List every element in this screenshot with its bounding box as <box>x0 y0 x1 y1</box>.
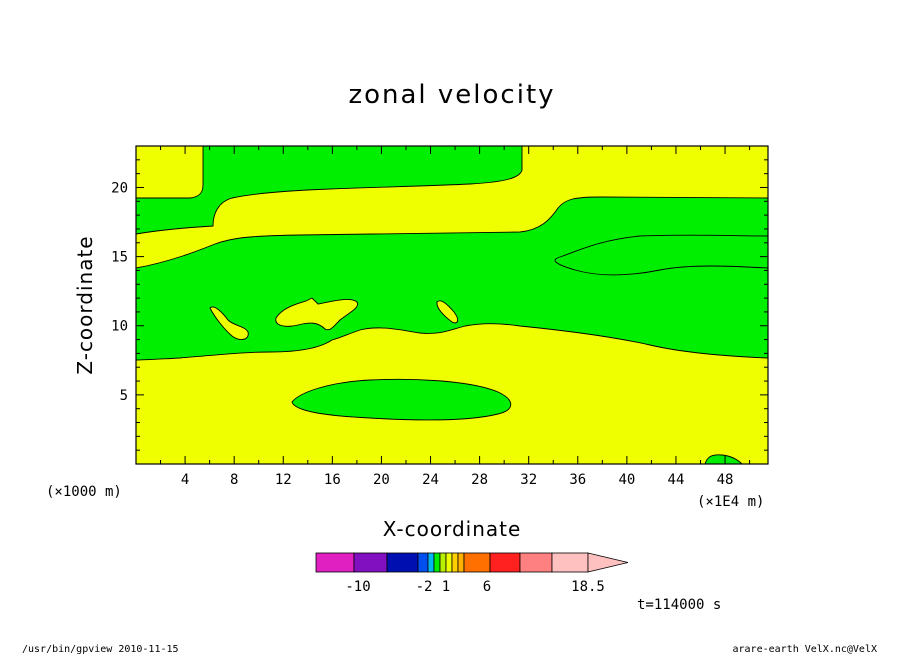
x-tick-label: 28 <box>471 472 488 488</box>
contour-line-lower-cell <box>291 378 512 421</box>
x-tick-label: 24 <box>422 472 439 488</box>
colorbar-swatch <box>315 552 355 573</box>
colorbar-swatch <box>417 552 429 573</box>
contour-line-lens <box>554 234 768 276</box>
colorbar-swatch <box>353 552 388 573</box>
contour-line-lower <box>136 323 768 361</box>
x-tick-label: 44 <box>668 472 685 488</box>
colorbar-swatch <box>445 552 453 573</box>
contour-line-top <box>136 146 523 235</box>
colorbar-labels: -10 -2 1 6 18.5 <box>345 579 605 595</box>
negative-region-lower-cell <box>292 379 511 420</box>
y-tick-label: 15 <box>111 250 128 266</box>
x-tick-label: 4 <box>181 472 189 488</box>
colorbar-swatch <box>463 552 491 573</box>
colorbar-swatch <box>439 552 447 573</box>
contour-line-top-left <box>136 146 204 199</box>
colorbar-label-minus-10: -10 <box>345 579 370 595</box>
colorbar-extension-arrow <box>587 552 629 573</box>
colorbar-label-6: 6 <box>483 579 491 595</box>
x-tick-label: 32 <box>520 472 537 488</box>
contour-line-blob-1 <box>209 306 249 340</box>
y-tick-label: 5 <box>120 388 128 404</box>
x-axis-title: X-coordinate <box>383 517 522 541</box>
colorbar-swatch <box>451 552 459 573</box>
x-tick-label: 36 <box>569 472 586 488</box>
y-unit-label: (×1000 m) <box>46 484 122 500</box>
colorbar <box>315 552 629 573</box>
y-axis-title: Z-coordinate <box>73 235 97 374</box>
positive-region-blob-3 <box>436 300 458 323</box>
colorbar-swatch <box>551 552 589 573</box>
plot-area <box>135 145 769 465</box>
x-tick-label: 20 <box>373 472 390 488</box>
colorbar-label-1: 1 <box>442 579 450 595</box>
negative-region-corner-cell <box>705 454 742 464</box>
y-tick-label: 10 <box>111 319 128 335</box>
plot-frame <box>135 145 769 465</box>
positive-region-blob-2 <box>275 298 358 330</box>
contour-line-blob-3 <box>436 300 459 324</box>
x-axis-ticks: 4 8 12 16 20 24 28 32 36 40 44 48 <box>160 146 751 488</box>
x-tick-label: 8 <box>230 472 238 488</box>
colorbar-swatch <box>519 552 553 573</box>
x-tick-label: 48 <box>717 472 734 488</box>
colorbar-label-minus-2: -2 <box>416 579 433 595</box>
colorbar-swatch <box>457 552 465 573</box>
y-axis-ticks: 5 10 15 20 <box>111 159 768 451</box>
contour-line-blob-2 <box>275 297 358 331</box>
contour-line-corner <box>704 454 743 464</box>
colorbar-swatch <box>386 552 419 573</box>
contour-line-upper <box>136 196 768 269</box>
positive-region-blob-1 <box>210 306 249 340</box>
footer-right: arare-earth_VelX.nc@VelX <box>733 644 878 654</box>
footer-left: /usr/bin/gpview 2010-11-15 <box>22 644 179 654</box>
colorbar-swatch <box>433 552 441 573</box>
y-tick-label: 20 <box>111 180 128 196</box>
negative-region-top-band <box>136 146 522 234</box>
x-unit-label: (×1E4 m) <box>697 494 764 510</box>
x-tick-label: 12 <box>275 472 292 488</box>
chart-title: zonal velocity <box>348 80 555 110</box>
time-label: t=114000 s <box>637 597 721 613</box>
x-tick-label: 40 <box>618 472 635 488</box>
colorbar-swatch <box>489 552 521 573</box>
colorbar-swatch <box>427 552 435 573</box>
x-tick-label: 16 <box>324 472 341 488</box>
colorbar-label-18-5: 18.5 <box>571 579 605 595</box>
